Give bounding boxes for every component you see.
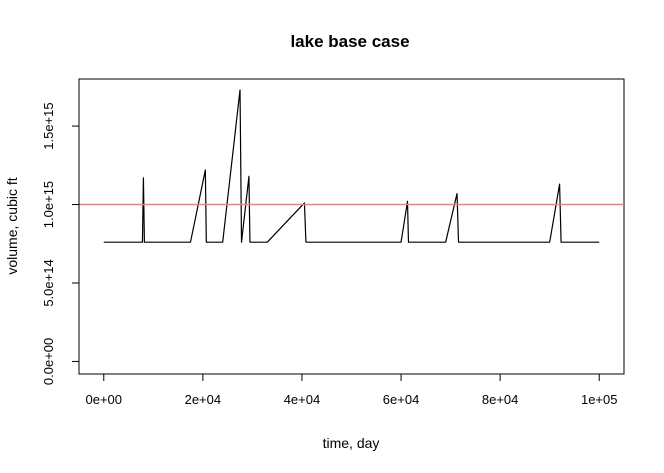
x-tick-label: 8e+04 xyxy=(482,392,519,407)
x-tick-label: 6e+04 xyxy=(383,392,420,407)
x-tick-label: 1e+05 xyxy=(581,392,618,407)
x-tick-label: 4e+04 xyxy=(284,392,321,407)
series-line-0 xyxy=(103,89,600,243)
y-tick-label: 1.5e+15 xyxy=(41,102,56,149)
y-tick-label: 0.0e+00 xyxy=(41,338,56,385)
chart-title: lake base case xyxy=(290,32,409,51)
y-tick-label: 5.0e+14 xyxy=(41,259,56,306)
y-axis-label: volume, cubic ft xyxy=(4,177,20,274)
x-axis-label: time, day xyxy=(323,435,380,451)
x-axis: 0e+00 2e+04 4e+04 6e+04 8e+04 1e+05 xyxy=(86,373,618,407)
plot-frame xyxy=(78,78,625,375)
data-layer xyxy=(103,89,600,243)
y-axis: 0.0e+00 5.0e+14 1.0e+15 1.5e+15 xyxy=(41,102,80,385)
y-tick-label: 1.0e+15 xyxy=(41,181,56,228)
x-tick-label: 0e+00 xyxy=(86,392,123,407)
x-tick-label: 2e+04 xyxy=(185,392,222,407)
